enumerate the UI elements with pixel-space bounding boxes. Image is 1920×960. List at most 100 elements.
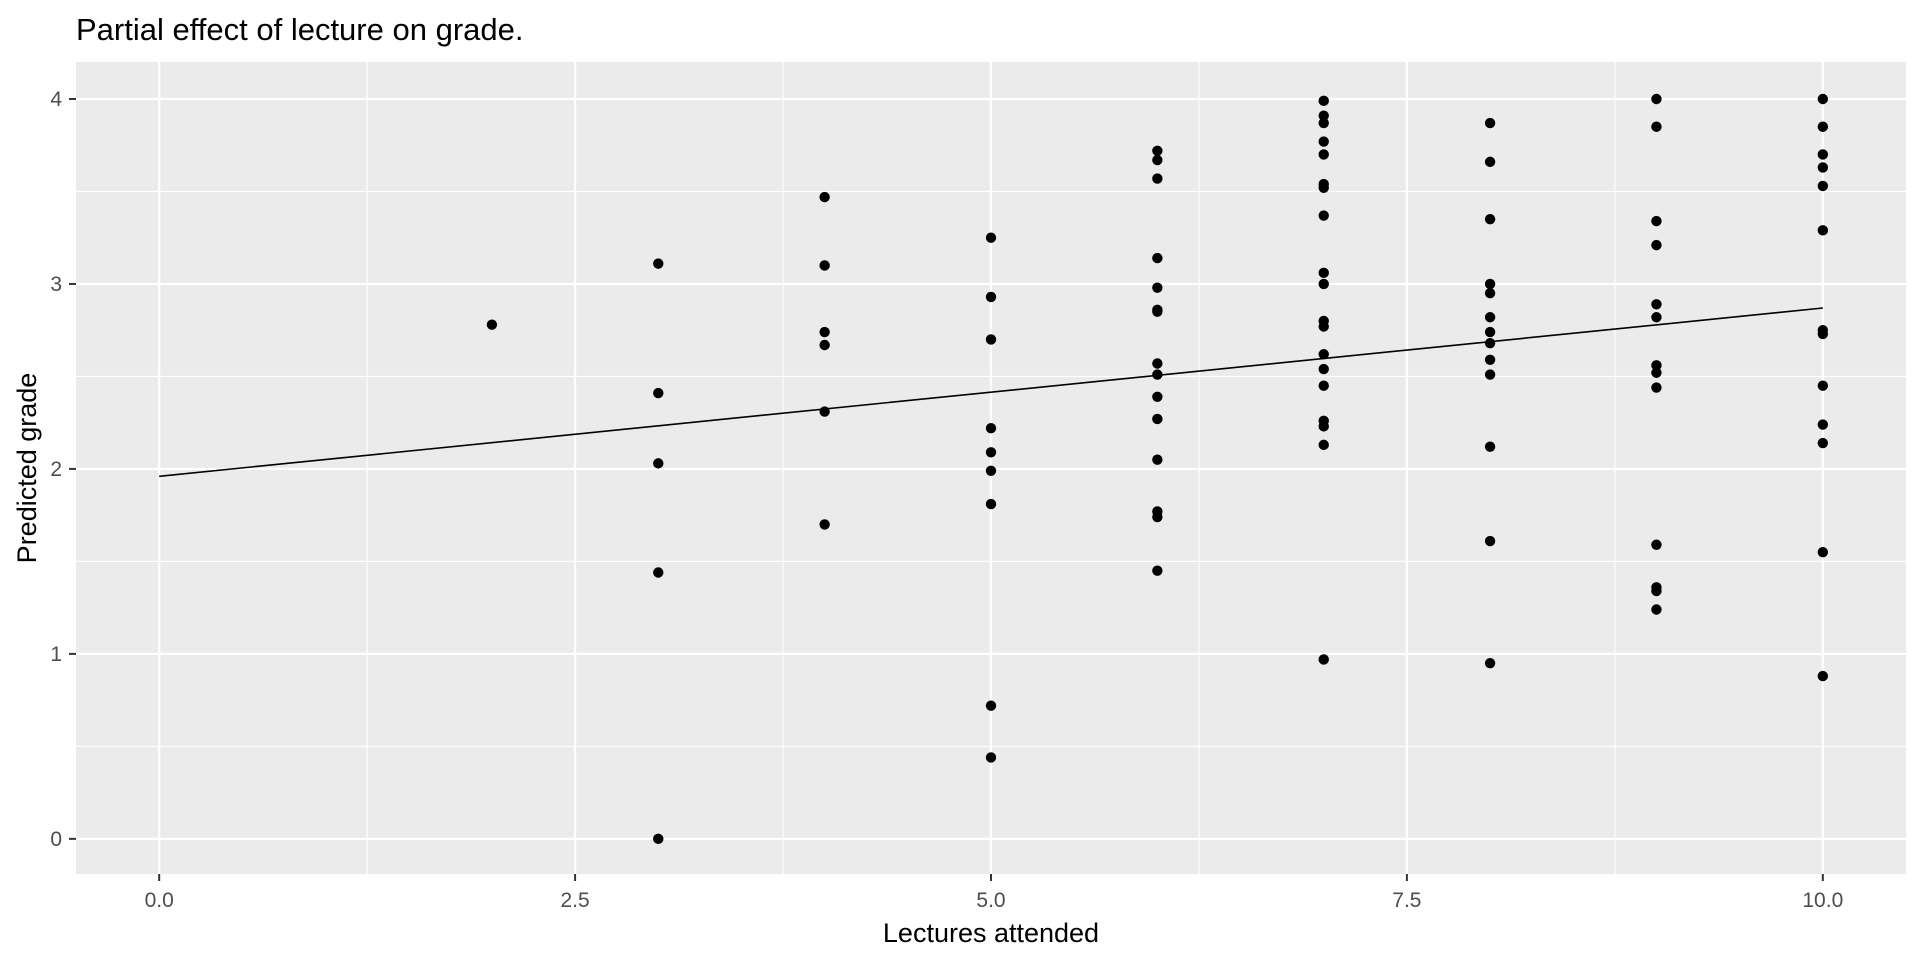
data-point — [1318, 210, 1329, 221]
chart-title: Partial effect of lecture on grade. — [76, 12, 523, 47]
x-tick-label: 7.5 — [1392, 889, 1421, 912]
data-point — [1152, 145, 1163, 156]
data-point — [1651, 312, 1662, 323]
data-point — [1318, 117, 1329, 129]
y-tick-label: 0 — [50, 828, 62, 851]
data-point — [1484, 369, 1496, 380]
data-point — [1484, 214, 1496, 225]
data-point — [1318, 421, 1329, 432]
data-point — [985, 465, 997, 476]
data-point — [1817, 328, 1829, 340]
data-point — [1651, 239, 1662, 251]
data-point — [985, 700, 997, 711]
data-point — [1817, 546, 1829, 558]
data-point — [1484, 326, 1496, 338]
data-point — [1318, 363, 1329, 375]
x-axis-ticks: 0.0 2.5 5.0 7.5 10.0 — [145, 874, 1843, 912]
data-point — [1484, 657, 1496, 669]
data-point — [1651, 299, 1662, 310]
data-point — [1318, 439, 1329, 451]
data-point — [1484, 354, 1496, 365]
y-axis-title: Predicted grade — [12, 373, 42, 564]
data-point — [1484, 117, 1496, 129]
y-tick-label: 4 — [50, 88, 62, 111]
data-point — [1651, 382, 1662, 393]
data-point — [1318, 380, 1329, 391]
data-point — [1318, 349, 1329, 360]
x-axis-title: Lectures attended — [883, 918, 1099, 948]
y-tick-label: 2 — [50, 458, 62, 481]
data-point — [1152, 252, 1163, 264]
data-point — [985, 232, 997, 243]
data-point — [1152, 173, 1163, 184]
data-point — [1651, 360, 1662, 371]
data-point — [1152, 413, 1163, 425]
data-point — [1651, 367, 1662, 378]
data-point — [819, 519, 830, 530]
x-tick-label: 10.0 — [1802, 889, 1843, 912]
data-point — [1152, 282, 1163, 293]
y-axis-ticks: 0 1 2 3 4 — [50, 88, 76, 851]
data-point — [653, 387, 664, 399]
data-point — [985, 423, 997, 434]
data-point — [1817, 93, 1829, 105]
data-point — [1484, 312, 1496, 323]
data-point — [1318, 321, 1329, 332]
data-point — [1318, 278, 1329, 290]
data-point — [1318, 654, 1329, 665]
data-point — [1484, 337, 1496, 349]
data-point — [1484, 288, 1496, 299]
x-tick-label: 0.0 — [145, 889, 174, 912]
data-point — [985, 334, 997, 345]
data-point — [653, 258, 664, 269]
data-point — [1152, 454, 1163, 465]
data-point — [1318, 149, 1329, 160]
data-point — [1152, 391, 1163, 402]
data-point — [985, 291, 997, 303]
data-point — [985, 752, 997, 763]
data-point — [1817, 149, 1829, 160]
data-point — [819, 326, 830, 338]
data-point — [1484, 156, 1496, 168]
data-point — [486, 319, 498, 330]
data-point — [1651, 604, 1662, 615]
x-tick-label: 2.5 — [560, 889, 589, 912]
data-point — [819, 191, 830, 203]
data-point — [1484, 441, 1496, 452]
data-point — [1152, 511, 1163, 523]
data-point — [1484, 278, 1496, 290]
data-point — [819, 260, 830, 271]
data-point — [1817, 180, 1829, 192]
data-point — [1817, 225, 1829, 236]
data-point — [653, 833, 664, 845]
data-point — [1817, 380, 1829, 391]
y-tick-label: 1 — [50, 643, 62, 666]
data-point — [1484, 535, 1496, 547]
x-tick-label: 5.0 — [976, 889, 1005, 912]
data-point — [1817, 162, 1829, 173]
fit-line — [159, 307, 1823, 478]
data-point — [1318, 182, 1329, 193]
data-point — [1318, 95, 1329, 107]
data-point — [653, 458, 664, 469]
data-point — [1152, 565, 1163, 576]
data-point — [1651, 121, 1662, 132]
data-point — [985, 498, 997, 510]
data-point — [1318, 110, 1329, 121]
data-point — [1651, 539, 1662, 550]
data-point — [1152, 306, 1163, 317]
data-point — [1817, 419, 1829, 430]
y-tick-label: 3 — [50, 273, 62, 296]
data-point — [1817, 670, 1829, 682]
data-point — [1318, 267, 1329, 279]
data-point — [1651, 215, 1662, 227]
data-point — [1651, 585, 1662, 597]
data-point — [1152, 358, 1163, 369]
data-point — [1817, 437, 1829, 449]
scatter-points — [486, 93, 1829, 845]
data-point — [819, 339, 830, 351]
data-point — [1651, 93, 1662, 105]
data-point — [1817, 121, 1829, 132]
data-point — [985, 447, 997, 458]
